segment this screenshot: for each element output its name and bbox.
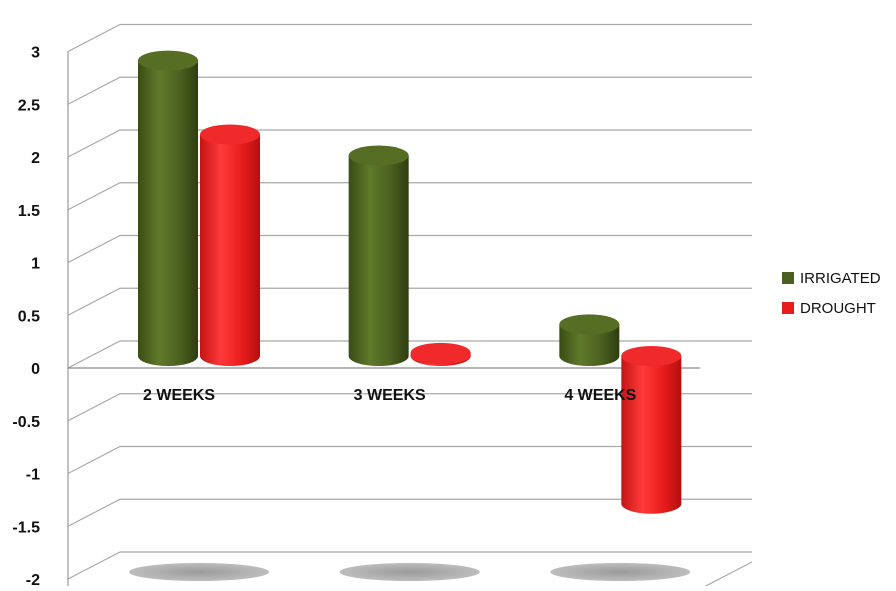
y-tick-label: 1 xyxy=(31,256,40,273)
x-category-label: 3 WEEKS xyxy=(354,387,426,404)
x-category-label: 2 WEEKS xyxy=(143,387,215,404)
y-tick-label: -1 xyxy=(26,467,40,484)
legend-label: IRRIGATED xyxy=(800,270,881,287)
gridline xyxy=(67,340,752,369)
y-tick-label: -0.5 xyxy=(12,414,40,431)
legend-item-drought: DROUGHT xyxy=(782,300,876,317)
legend-swatch xyxy=(782,302,794,314)
bar-shadow xyxy=(339,563,480,581)
bar-drought-3-weeks xyxy=(410,342,471,367)
bar-irrigated-2-weeks xyxy=(138,50,198,366)
y-tick-label: 3 xyxy=(31,45,40,62)
bars xyxy=(138,50,682,514)
legend-item-irrigated: IRRIGATED xyxy=(782,270,881,287)
gridline xyxy=(67,182,752,211)
gridlines xyxy=(67,23,752,580)
y-tick-label: 2.5 xyxy=(18,97,40,114)
bar-shadow xyxy=(129,563,269,581)
gridline xyxy=(67,393,752,422)
y-tick-label: 0 xyxy=(31,361,40,378)
gridline xyxy=(67,445,752,475)
bar-shadow xyxy=(550,563,691,581)
labels: 3 2.5 2 1.5 1 0.5 0 -0.5 -1 -1.5 -2 2 WEEKS 3 WEEKS 4… xyxy=(12,45,636,590)
legend-label: DROUGHT xyxy=(800,300,876,317)
gridline xyxy=(67,498,752,527)
gridline xyxy=(67,76,752,105)
gridline xyxy=(67,234,752,264)
bar-shadows xyxy=(129,563,691,581)
gridline xyxy=(67,551,752,580)
gridline xyxy=(67,129,752,158)
y-tick-label: 2 xyxy=(31,150,40,167)
y-tick-label: 1.5 xyxy=(18,203,40,220)
bar-drought-4-weeks xyxy=(621,346,682,514)
bar-drought-2-weeks xyxy=(200,124,260,366)
y-tick-label: -2 xyxy=(26,572,40,586)
bar-irrigated-4-weeks xyxy=(559,314,620,367)
legend-swatch xyxy=(782,272,794,284)
y-tick-label: -1.5 xyxy=(12,519,40,536)
gridline xyxy=(67,23,752,53)
bar-irrigated-3-weeks xyxy=(348,145,409,367)
y-tick-label: 0.5 xyxy=(18,308,40,325)
gridline xyxy=(67,287,752,316)
x-category-label: 4 WEEKS xyxy=(564,387,636,404)
legend: IRRIGATED DROUGHT xyxy=(782,270,881,317)
